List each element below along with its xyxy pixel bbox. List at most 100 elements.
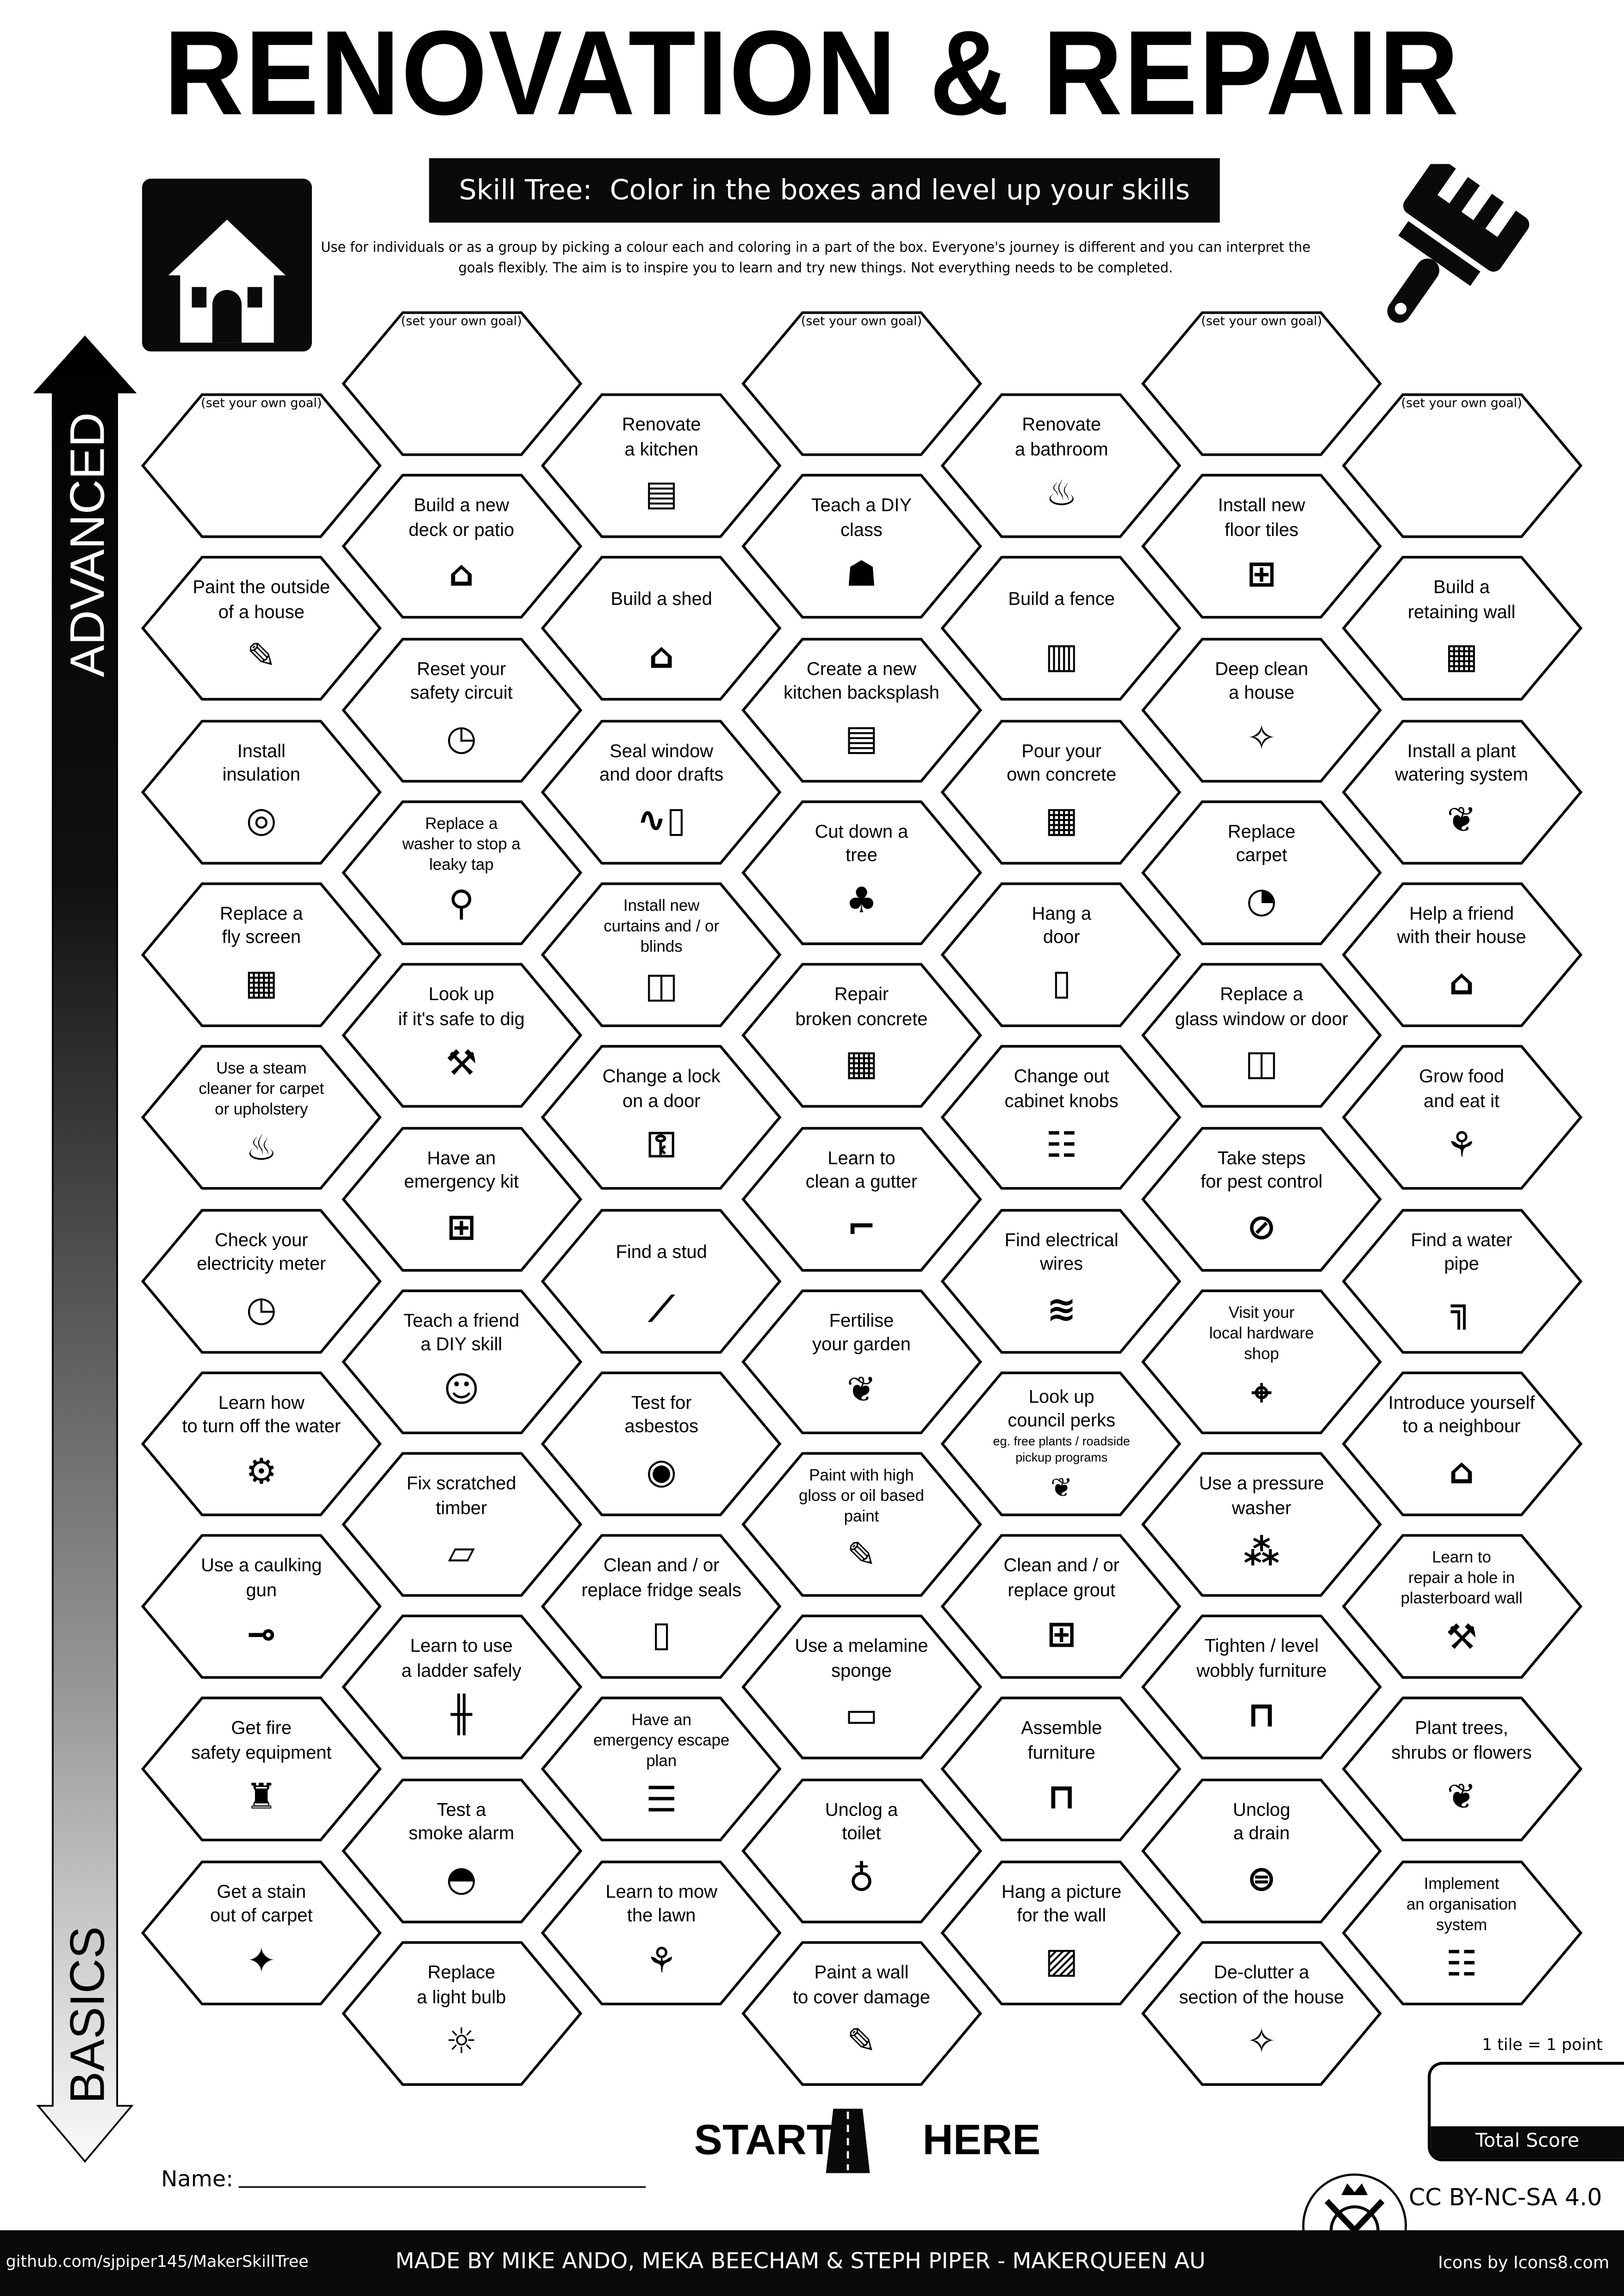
hex-outline bbox=[341, 1778, 582, 1923]
skill-label-line: a DIY skill bbox=[420, 1334, 503, 1355]
skill-tile[interactable]: Replace a glass window or door ◫ bbox=[1141, 962, 1382, 1108]
skill-tile[interactable]: Seal window and door drafts ∿▯ bbox=[541, 718, 782, 865]
skill-tile[interactable]: De-clutter a section of the house ✧ bbox=[1141, 1940, 1382, 2086]
skill-tile[interactable]: Clean and / or replace grout ⊞ bbox=[941, 1533, 1182, 1680]
skill-label-line: Replace a bbox=[220, 903, 303, 924]
first-aid-kit-icon: ⊞ bbox=[447, 1206, 476, 1247]
skill-tile[interactable]: Replace a fly screen ▦ bbox=[141, 881, 382, 1027]
skill-tile[interactable]: Learn to mow the lawn ⚘ bbox=[541, 1859, 782, 2005]
github-link[interactable]: github.com/sjpiper145/MakerSkillTree bbox=[6, 2252, 309, 2271]
skill-tile[interactable]: Create a new kitchen backsplash ▤ bbox=[740, 636, 982, 783]
skill-label-line: Fertilise bbox=[829, 1310, 894, 1331]
skill-tile[interactable]: Learn to repair a hole in plasterboard wal… bbox=[1341, 1533, 1582, 1680]
skill-label: Change a lock on a door bbox=[552, 1065, 770, 1113]
skill-tile[interactable]: Help a friend with their house ⌂ bbox=[1341, 881, 1582, 1027]
skill-tile[interactable]: Find a water pipe ╗ bbox=[1341, 1207, 1582, 1354]
skill-tile[interactable]: Hang a picture for the wall ▨ bbox=[941, 1859, 1182, 2005]
skill-tile[interactable]: Take steps for pest control ⊘ bbox=[1141, 1126, 1382, 1272]
skill-tile[interactable]: Teach a friend a DIY skill ☺ bbox=[341, 1288, 582, 1435]
skill-tile[interactable]: Repair broken concrete ▦ bbox=[740, 962, 982, 1108]
skill-tile[interactable]: Install a plant watering system ❦ bbox=[1341, 718, 1582, 865]
total-score-box[interactable]: Total Score bbox=[1427, 2062, 1624, 2162]
skill-tile[interactable]: Build a retaining wall ▦ bbox=[1341, 555, 1582, 702]
skill-tile[interactable]: Use a melamine sponge ▭ bbox=[740, 1614, 982, 1761]
custom-goal-tile[interactable]: (set your own goal) bbox=[341, 311, 582, 457]
shed-icon: ⌂ bbox=[648, 636, 674, 677]
skill-tile[interactable]: Get fire safety equipment ♜ bbox=[141, 1696, 382, 1842]
skill-label-line: section of the house bbox=[1179, 1986, 1344, 2007]
tap-icon: ⚲ bbox=[448, 883, 474, 924]
custom-goal-tile[interactable]: (set your own goal) bbox=[1341, 392, 1582, 539]
skill-tile[interactable]: Find electrical wires ≋ bbox=[941, 1207, 1182, 1354]
goal-placeholder: (set your own goal) bbox=[1201, 315, 1322, 330]
skill-label-line: Clean and / or bbox=[604, 1555, 720, 1576]
skill-tile[interactable]: Paint the outside of a house ✎ bbox=[141, 555, 382, 702]
skill-tile[interactable]: Assemble furniture ⊓ bbox=[941, 1696, 1182, 1842]
skill-tile[interactable]: Look up if it's safe to dig ⚒ bbox=[341, 962, 582, 1108]
skill-tile[interactable]: Grow food and eat it ⚘ bbox=[1341, 1045, 1582, 1191]
icons-credit-link[interactable]: Icons by Icons8.com bbox=[1438, 2252, 1610, 2273]
skill-tile[interactable]: Cut down a tree ♣ bbox=[740, 799, 982, 946]
skill-tile[interactable]: Learn to clean a gutter ⌐ bbox=[740, 1126, 982, 1272]
skill-tile[interactable]: Learn how to turn off the water ⚙ bbox=[141, 1370, 382, 1517]
progression-arrow bbox=[33, 335, 137, 2163]
custom-goal-tile[interactable]: (set your own goal) bbox=[740, 311, 982, 457]
skill-tile[interactable]: Use a steam cleaner for carpet or upholste… bbox=[141, 1045, 382, 1191]
skill-tile[interactable]: Renovate a bathroom ♨ bbox=[941, 392, 1182, 539]
skill-label-line: Get fire bbox=[231, 1718, 292, 1739]
skill-tile[interactable]: Replace a washer to stop a leaky tap ⚲ bbox=[341, 799, 582, 946]
skill-tile[interactable]: Check your electricity meter ◷ bbox=[141, 1207, 382, 1354]
skill-tile[interactable]: Renovate a kitchen ▤ bbox=[541, 392, 782, 539]
skill-tile[interactable]: Change a lock on a door ⚿ bbox=[541, 1045, 782, 1191]
skill-tile[interactable]: Get a stain out of carpet ✦ bbox=[141, 1859, 382, 2005]
hex-outline bbox=[941, 1860, 1182, 2005]
skill-tile[interactable]: Install insulation ◎ bbox=[141, 718, 382, 865]
skill-tile[interactable]: Plant trees, shrubs or flowers ❦ bbox=[1341, 1696, 1582, 1842]
skill-tile[interactable]: Install new curtains and / or blinds ◫ bbox=[541, 881, 782, 1027]
skill-label-line: Test for bbox=[631, 1392, 692, 1413]
skill-label-line: retaining wall bbox=[1407, 601, 1516, 622]
table-icon: ⊓ bbox=[1247, 1695, 1276, 1736]
skill-tile[interactable]: Replace carpet ◔ bbox=[1141, 799, 1382, 946]
skill-tile[interactable]: Test for asbestos ◉ bbox=[541, 1370, 782, 1517]
custom-goal-tile[interactable]: (set your own goal) bbox=[1141, 311, 1382, 457]
skill-tile[interactable]: Clean and / or replace fridge seals ▯ bbox=[541, 1533, 782, 1680]
skill-tile[interactable]: Implement an organisation system ☷ bbox=[1341, 1859, 1582, 2005]
skill-tile[interactable]: Learn to use a ladder safely ╫ bbox=[341, 1614, 582, 1761]
skill-tile[interactable]: Install new floor tiles ⊞ bbox=[1141, 473, 1382, 620]
hex-outline bbox=[341, 1615, 582, 1760]
skill-label: Clean and / or replace fridge seals bbox=[552, 1554, 770, 1602]
skill-tile[interactable]: Have an emergency kit ⊞ bbox=[341, 1126, 582, 1272]
skill-tile[interactable]: Change out cabinet knobs ☷ bbox=[941, 1045, 1182, 1191]
skill-tile[interactable]: Use a caulking gun ⊸ bbox=[141, 1533, 382, 1680]
sprinkler-icon: ⁂ bbox=[1244, 1531, 1280, 1573]
skill-tile[interactable]: Build a fence ▥ bbox=[941, 555, 1182, 702]
skill-tile[interactable]: Paint with high gloss or oil based paint ✎ bbox=[740, 1451, 982, 1598]
skill-tile[interactable]: Unclog a drain ⊜ bbox=[1141, 1777, 1382, 1923]
skill-tile[interactable]: Paint a wall to cover damage ✎ bbox=[740, 1940, 982, 2086]
skill-tile[interactable]: Test a smoke alarm ◓ bbox=[341, 1777, 582, 1923]
name-field[interactable] bbox=[238, 2186, 646, 2188]
skill-tile[interactable]: Fix scratched timber ▱ bbox=[341, 1451, 582, 1598]
skill-tile[interactable]: Look up council perks eg. free plants / ro… bbox=[941, 1370, 1182, 1517]
skill-tile[interactable]: Use a pressure washer ⁂ bbox=[1141, 1451, 1382, 1598]
custom-goal-tile[interactable]: (set your own goal) bbox=[141, 392, 382, 539]
skill-tile[interactable]: Have an emergency escape plan ☰ bbox=[541, 1696, 782, 1842]
skill-tile[interactable]: Hang a door ▯ bbox=[941, 881, 1182, 1027]
skill-tile[interactable]: Build a shed ⌂ bbox=[541, 555, 782, 702]
skill-tile[interactable]: Tighten / level wobbly furniture ⊓ bbox=[1141, 1614, 1382, 1761]
skill-tile[interactable]: Visit your local hardware shop ⌖ bbox=[1141, 1288, 1382, 1435]
skill-tile[interactable]: Replace a light bulb ☼ bbox=[341, 1940, 582, 2086]
hex-outline bbox=[941, 556, 1182, 701]
skill-label: Replace a glass window or door bbox=[1152, 983, 1370, 1031]
skill-tile[interactable]: Find a stud ⟋ bbox=[541, 1207, 782, 1354]
skill-label-line: Install bbox=[237, 740, 286, 761]
skill-tile[interactable]: Build a new deck or patio ⌂ bbox=[341, 473, 582, 620]
skill-tile[interactable]: Pour your own concrete ▦ bbox=[941, 718, 1182, 865]
skill-tile[interactable]: Introduce yourself to a neighbour ⌂ bbox=[1341, 1370, 1582, 1517]
skill-tile[interactable]: Teach a DIY class ☗ bbox=[740, 473, 982, 620]
skill-tile[interactable]: Unclog a toilet ♁ bbox=[740, 1777, 982, 1923]
skill-tile[interactable]: Deep clean a house ✧ bbox=[1141, 636, 1382, 783]
skill-tile[interactable]: Fertilise your garden ❦ bbox=[740, 1288, 982, 1435]
skill-tile[interactable]: Reset your safety circuit ◷ bbox=[341, 636, 582, 783]
